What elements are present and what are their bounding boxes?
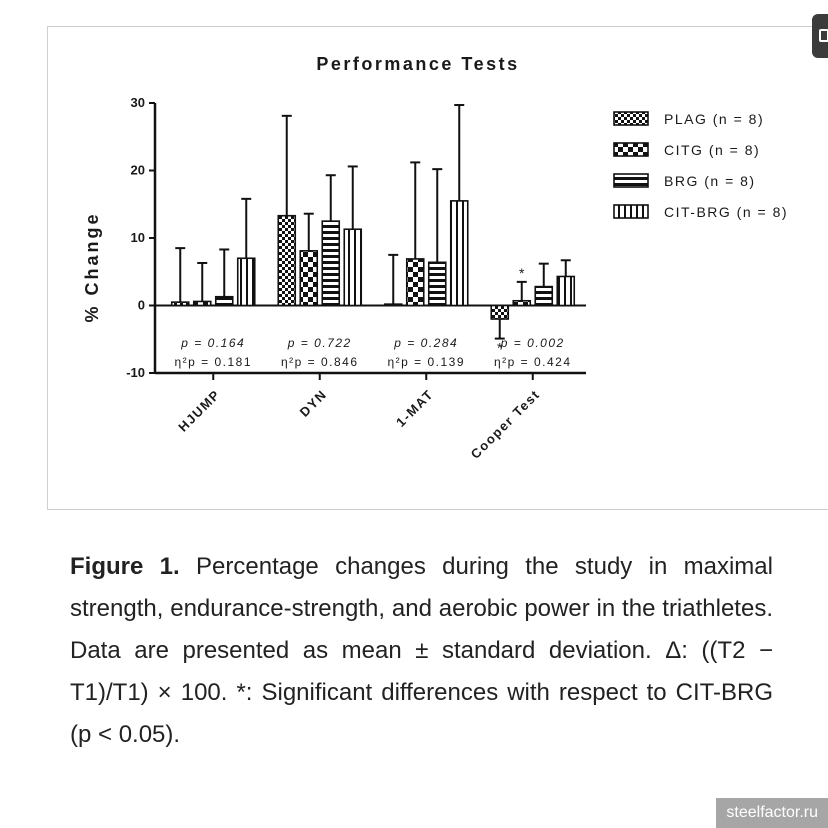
bar xyxy=(170,301,190,307)
bar xyxy=(512,299,532,307)
category-label: DYN xyxy=(297,387,330,420)
bar xyxy=(321,220,341,307)
eta-squared-label: η²p = 0.846 xyxy=(281,355,359,369)
bar xyxy=(277,214,297,307)
side-tab-button[interactable] xyxy=(812,14,828,58)
bar xyxy=(556,275,576,307)
eta-squared-label: η²p = 0.424 xyxy=(494,355,572,369)
bar xyxy=(449,200,469,307)
category-label: HJUMP xyxy=(175,387,223,435)
watermark: steelfactor.ru xyxy=(716,798,828,828)
bar xyxy=(192,300,212,307)
category-label: 1-MAT xyxy=(393,387,436,430)
window-icon xyxy=(819,29,828,42)
p-value-label: p = 0.284 xyxy=(393,336,458,350)
bar xyxy=(214,295,234,307)
figure-panel: 30 20 10 0 -10 HJUMP p = 0.164 η²p = 0.181 DYN p … xyxy=(47,26,828,510)
figure-caption: Figure 1. Percentage changes during the … xyxy=(70,546,773,756)
y-tick-label: 0 xyxy=(138,298,145,313)
bar xyxy=(299,250,319,307)
p-value-label: p = 0.002 xyxy=(500,336,565,350)
bar xyxy=(534,285,554,307)
eta-squared-label: η²p = 0.181 xyxy=(174,355,252,369)
p-value-label: p = 0.722 xyxy=(287,336,352,350)
bar xyxy=(383,303,403,307)
p-value-label: p = 0.164 xyxy=(180,336,245,350)
legend-swatch xyxy=(613,142,649,157)
figure-label: Figure 1. xyxy=(70,553,180,580)
bar xyxy=(427,261,447,307)
eta-squared-label: η²p = 0.139 xyxy=(387,355,465,369)
category-label: Cooper Test xyxy=(468,387,543,462)
legend-label: CIT-BRG (n = 8) xyxy=(664,204,788,220)
chart-title: Performance Tests xyxy=(316,54,519,74)
y-axis-label: % Change xyxy=(82,211,102,322)
y-tick-label: 10 xyxy=(131,230,145,245)
caption-text: Percentage changes during the study in m… xyxy=(70,553,773,748)
bar xyxy=(405,258,425,307)
legend-label: BRG (n = 8) xyxy=(664,173,756,189)
bar xyxy=(236,257,256,307)
legend-label: PLAG (n = 8) xyxy=(664,111,764,127)
bar xyxy=(490,304,510,320)
y-tick-label: 30 xyxy=(131,95,145,110)
performance-chart: 30 20 10 0 -10 HJUMP p = 0.164 η²p = 0.181 DYN p … xyxy=(82,54,788,462)
y-tick-label: -10 xyxy=(126,365,145,380)
legend-swatch xyxy=(613,173,649,188)
significance-marker: * xyxy=(497,340,503,356)
legend-swatch xyxy=(613,204,649,219)
bar xyxy=(343,228,363,307)
legend-label: CITG (n = 8) xyxy=(664,142,760,158)
y-tick-label: 20 xyxy=(131,163,145,178)
legend-swatch xyxy=(613,111,649,126)
significance-marker: * xyxy=(519,265,525,281)
